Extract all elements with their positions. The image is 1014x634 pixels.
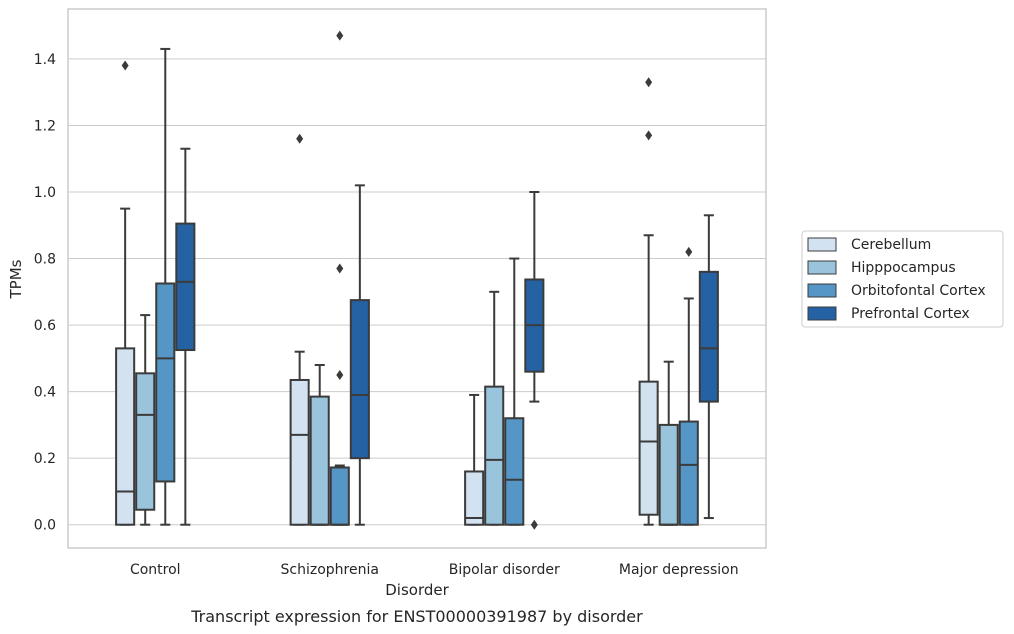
y-tick-label: 0.2 bbox=[34, 451, 56, 467]
outlier-point bbox=[530, 519, 538, 530]
box-prefrontal-cortex bbox=[524, 190, 545, 530]
x-tick-label: Schizophrenia bbox=[281, 562, 379, 578]
box-body bbox=[155, 282, 176, 483]
box-hipppocampus bbox=[658, 360, 679, 526]
box-orbitofontal-cortex bbox=[155, 47, 176, 526]
box-prefrontal-cortex bbox=[349, 184, 370, 526]
box-body bbox=[329, 466, 350, 526]
x-tick-label: Control bbox=[130, 562, 181, 578]
legend-swatch bbox=[807, 260, 837, 275]
legend-label: Prefrontal Cortex bbox=[851, 306, 970, 322]
outlier-point bbox=[121, 60, 129, 71]
box-body bbox=[698, 270, 719, 403]
y-tick-label: 1.0 bbox=[34, 185, 56, 201]
figure-caption: Transcript expression for ENST0000039198… bbox=[190, 607, 643, 626]
box-cerebellum bbox=[115, 60, 136, 526]
y-tick-label: 0.6 bbox=[34, 318, 56, 334]
box-body bbox=[638, 380, 659, 516]
box-body bbox=[464, 470, 485, 526]
y-tick-label: 0.4 bbox=[34, 385, 56, 401]
box-cerebellum bbox=[638, 77, 659, 526]
box-prefrontal-cortex bbox=[175, 147, 196, 526]
legend-swatch bbox=[807, 306, 837, 321]
outlier-point bbox=[645, 77, 653, 88]
outlier-point bbox=[336, 30, 344, 41]
legend-frame bbox=[801, 230, 1004, 328]
legend: Cerebellum Hipppocampus Orbitofontal Corte… bbox=[801, 230, 1004, 328]
box-body bbox=[658, 423, 679, 526]
box-groups bbox=[115, 30, 719, 530]
y-axis-label: TPMs bbox=[7, 259, 25, 299]
x-tick-labels: Control Schizophrenia Bipolar disorder Majo… bbox=[130, 562, 739, 578]
outlier-point bbox=[336, 263, 344, 274]
box-body bbox=[175, 222, 196, 352]
box-body bbox=[484, 385, 505, 526]
box-body bbox=[289, 378, 310, 526]
legend-swatch bbox=[807, 237, 837, 252]
y-tick-label: 0.8 bbox=[34, 252, 56, 268]
x-tick-label: Major depression bbox=[619, 562, 739, 578]
box-prefrontal-cortex bbox=[698, 214, 719, 520]
outlier-point bbox=[645, 130, 653, 141]
legend-label: Cerebellum bbox=[851, 237, 931, 253]
box-body bbox=[115, 347, 136, 526]
y-tick-label: 0.0 bbox=[34, 518, 56, 534]
box-body bbox=[309, 395, 330, 526]
box-hipppocampus bbox=[309, 364, 330, 526]
y-tick-labels: 0.0 0.2 0.4 0.6 0.8 1.0 1.2 1.4 bbox=[34, 52, 56, 534]
y-tick-label: 1.2 bbox=[34, 118, 56, 134]
outlier-point bbox=[336, 369, 344, 380]
box-cerebellum bbox=[289, 133, 310, 526]
x-axis-label: Disorder bbox=[385, 581, 449, 599]
legend-label: Hipppocampus bbox=[851, 260, 956, 276]
box-cerebellum bbox=[464, 393, 485, 526]
box-orbitofontal-cortex bbox=[504, 257, 525, 526]
outlier-point bbox=[685, 246, 693, 257]
box-hipppocampus bbox=[484, 290, 505, 526]
box-orbitofontal-cortex bbox=[678, 246, 699, 526]
legend-label: Orbitofontal Cortex bbox=[851, 283, 986, 299]
box-body bbox=[349, 299, 370, 460]
box-body bbox=[504, 417, 525, 526]
x-tick-label: Bipolar disorder bbox=[449, 562, 560, 578]
box-body bbox=[678, 420, 699, 526]
plot-frame bbox=[67, 8, 767, 549]
box-body bbox=[135, 372, 156, 511]
y-tick-label: 1.4 bbox=[34, 52, 56, 68]
outlier-point bbox=[296, 133, 304, 144]
legend-swatch bbox=[807, 283, 837, 298]
box-hipppocampus bbox=[135, 314, 156, 526]
box-orbitofontal-cortex bbox=[329, 30, 350, 526]
